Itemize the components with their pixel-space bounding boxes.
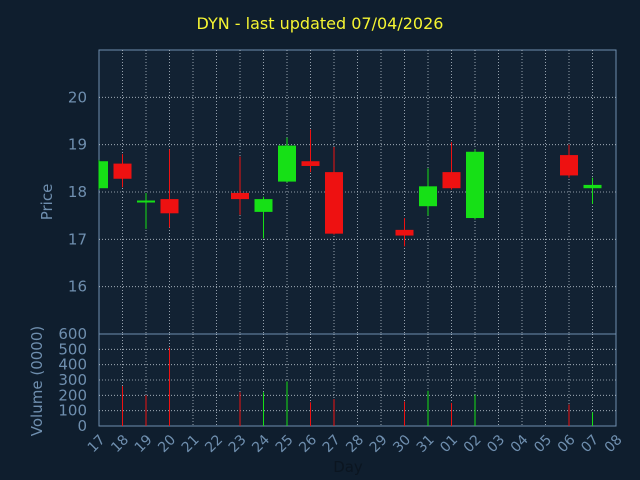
price-axis-label: Price — [38, 184, 56, 221]
x-tick-label: 24 — [249, 432, 273, 456]
candle-body — [254, 199, 273, 212]
price-tick-label: 17 — [68, 230, 87, 248]
volume-axis-label: Volume (0000) — [28, 326, 46, 436]
x-tick-label: 08 — [602, 432, 626, 456]
candle-body — [466, 151, 484, 219]
candle-body — [301, 161, 320, 166]
x-tick-label: 06 — [555, 432, 579, 456]
x-tick-label: 05 — [531, 432, 555, 456]
x-tick-label: 31 — [414, 432, 438, 456]
price-tick-label: 19 — [68, 136, 87, 154]
x-tick-label: 04 — [508, 432, 532, 456]
x-tick-label: 17 — [85, 432, 109, 456]
candle-body — [137, 200, 155, 203]
volume-tick-label: 300 — [58, 371, 87, 389]
candle-body — [395, 229, 414, 236]
x-axis-label: Day — [333, 458, 363, 476]
volume-tick-label: 200 — [58, 386, 87, 404]
x-tick-label: 20 — [155, 432, 179, 456]
x-tick-label: 26 — [296, 432, 320, 456]
price-tick-label: 18 — [68, 183, 87, 201]
x-tick-label: 07 — [578, 432, 602, 456]
volume-tick-label: 500 — [58, 340, 87, 358]
candle-body — [560, 155, 578, 176]
candle-body — [419, 186, 437, 207]
candle-body — [583, 184, 602, 189]
x-tick-label: 03 — [484, 432, 508, 456]
candle-body — [278, 145, 296, 182]
x-tick-label: 02 — [461, 432, 485, 456]
x-tick-label: 23 — [226, 432, 250, 456]
x-tick-label: 25 — [273, 432, 297, 456]
x-tick-label: 01 — [437, 432, 461, 456]
volume-tick-label: 600 — [58, 325, 87, 343]
candle-body — [160, 199, 179, 214]
price-tick-label: 16 — [68, 278, 87, 296]
candle-body — [231, 192, 249, 200]
x-tick-label: 18 — [108, 432, 132, 456]
x-tick-label: 22 — [202, 432, 226, 456]
candle-body — [113, 163, 132, 179]
chart-title: DYN - last updated 07/04/2026 — [196, 14, 444, 33]
x-tick-label: 19 — [132, 432, 156, 456]
price-tick-label: 20 — [68, 88, 87, 106]
x-tick-label: 21 — [179, 432, 203, 456]
x-tick-label: 28 — [343, 432, 367, 456]
volume-tick-label: 100 — [58, 402, 87, 420]
candle-body — [442, 172, 461, 189]
volume-tick-label: 400 — [58, 356, 87, 374]
x-tick-label: 30 — [390, 432, 414, 456]
candle-body — [99, 161, 108, 189]
volume-tick-label: 0 — [77, 417, 87, 435]
x-tick-label: 27 — [320, 432, 344, 456]
candle-body — [325, 172, 343, 234]
x-tick-label: 29 — [367, 432, 391, 456]
